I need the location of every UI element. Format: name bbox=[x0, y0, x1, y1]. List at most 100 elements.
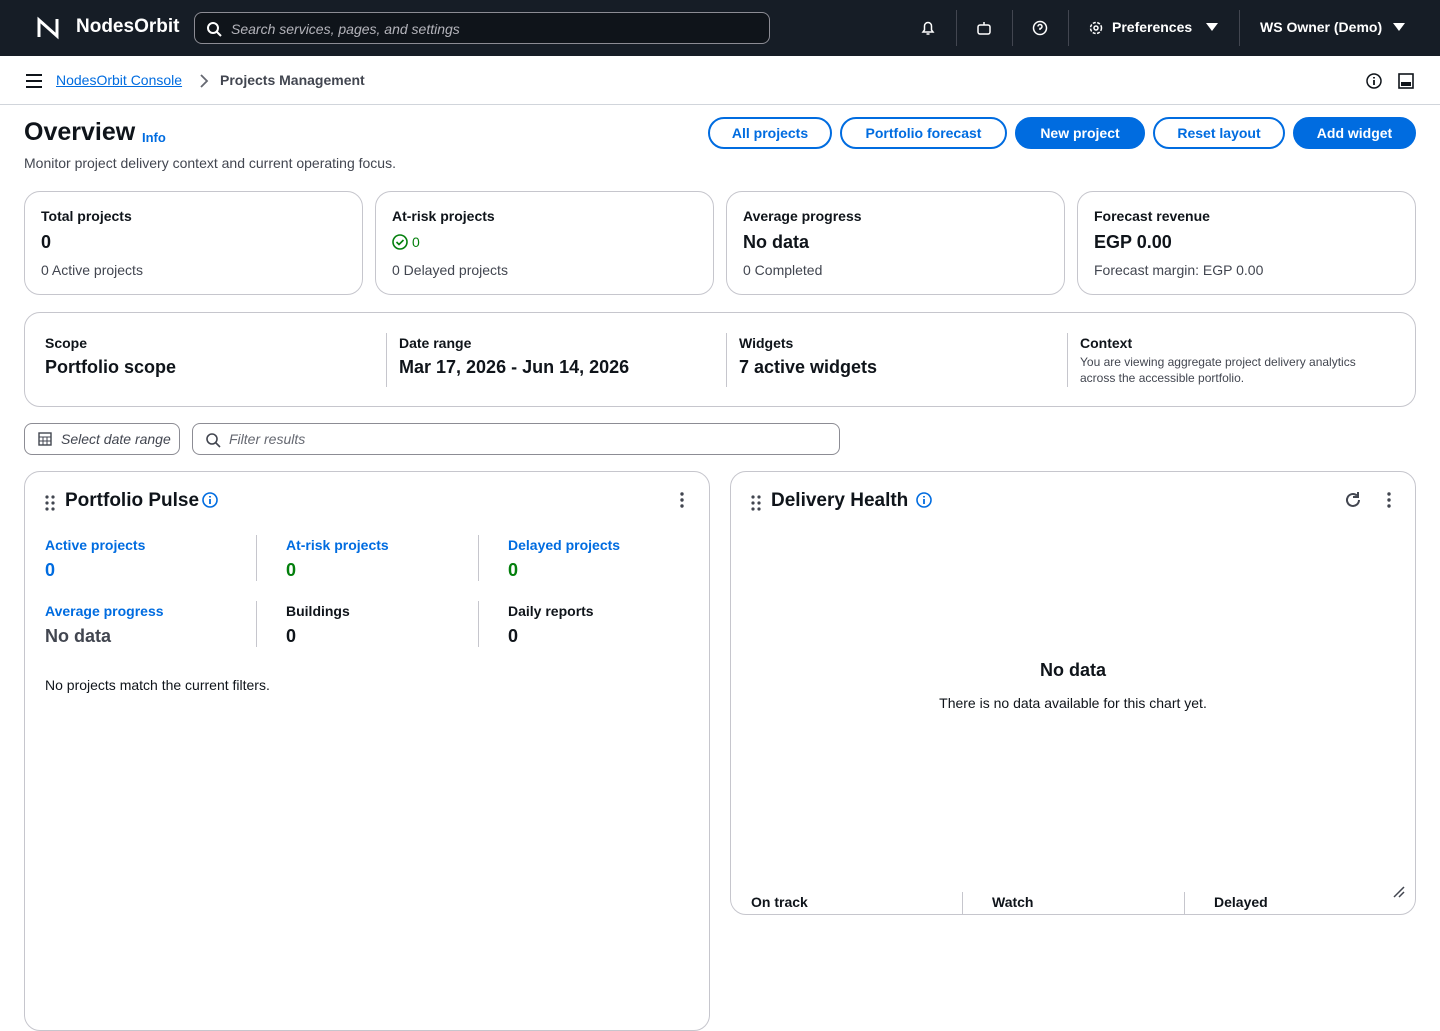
metric-label[interactable]: Average progress bbox=[45, 603, 164, 619]
info-link[interactable]: Info bbox=[142, 130, 166, 145]
widget-title: Delivery Health bbox=[771, 490, 909, 511]
empty-text: There is no data available for this char… bbox=[939, 695, 1207, 711]
more-actions[interactable] bbox=[679, 492, 685, 508]
search-placeholder: Search services, pages, and settings bbox=[231, 21, 460, 37]
kpi-label: At-risk projects bbox=[392, 208, 495, 224]
metric-value: No data bbox=[45, 626, 112, 646]
button[interactable]: Reset layout bbox=[1153, 117, 1285, 149]
separator bbox=[1012, 10, 1013, 46]
metric-label: Daily reports bbox=[508, 603, 594, 619]
menu-icon[interactable] bbox=[26, 74, 42, 88]
context-value: Portfolio scope bbox=[45, 357, 177, 377]
breadcrumb-bar: NodesOrbit Console Projects Management bbox=[0, 56, 1440, 105]
context-label: Widgets bbox=[739, 335, 794, 351]
metric-label[interactable]: Delayed projects bbox=[508, 537, 621, 553]
kpi-note: 0 Completed bbox=[743, 262, 823, 278]
search-icon bbox=[207, 22, 222, 37]
metric-label: Buildings bbox=[286, 603, 350, 619]
date-range-placeholder: Select date range bbox=[61, 431, 171, 447]
notifications-icon[interactable] bbox=[920, 20, 936, 36]
metric-label[interactable]: At-risk projects bbox=[286, 537, 389, 553]
primary-button[interactable]: New project bbox=[1015, 117, 1145, 149]
info-icon[interactable] bbox=[1366, 73, 1382, 89]
separator bbox=[478, 535, 479, 581]
kpi-card: Forecast revenue EGP 0.00 Forecast margi… bbox=[1077, 191, 1416, 295]
kpi-value: 0 bbox=[41, 232, 52, 252]
context-text: You are viewing aggregate project delive… bbox=[1080, 355, 1356, 385]
kpi-note: 0 Delayed projects bbox=[392, 262, 508, 278]
legend-label: Delayed bbox=[1214, 894, 1268, 910]
kpi-card: Total projects 0 0 Active projects bbox=[24, 191, 363, 295]
preferences-menu[interactable]: Preferences bbox=[1112, 19, 1193, 35]
separator bbox=[1184, 892, 1185, 914]
kpi-value: 0 bbox=[412, 234, 420, 250]
button[interactable]: Portfolio forecast bbox=[840, 117, 1007, 149]
button[interactable]: All projects bbox=[708, 117, 832, 149]
context-label: Context bbox=[1080, 335, 1133, 351]
kpi-value: No data bbox=[743, 232, 810, 252]
date-range-picker[interactable]: Select date range bbox=[24, 423, 180, 455]
kpi-card: At-risk projects 0 0 Delayed projects bbox=[375, 191, 714, 295]
breadcrumb-current: Projects Management bbox=[220, 72, 365, 88]
primary-button[interactable]: Add widget bbox=[1293, 117, 1416, 149]
drag-handle[interactable] bbox=[45, 495, 55, 511]
calendar-icon bbox=[38, 432, 52, 446]
logo bbox=[37, 16, 59, 40]
user-menu[interactable]: WS Owner (Demo) bbox=[1260, 19, 1383, 35]
legend-label: Watch bbox=[992, 894, 1034, 910]
drag-handle[interactable] bbox=[751, 495, 761, 511]
settings-icon bbox=[1089, 21, 1103, 35]
caret bbox=[1206, 23, 1218, 31]
legend-label: On track bbox=[751, 894, 808, 910]
top-navigation: NodesOrbit Search services, pages, and s… bbox=[0, 0, 1440, 56]
separator bbox=[386, 333, 387, 387]
widget-portfolio-pulse: Portfolio Pulse Active projects 0 At-ris… bbox=[24, 471, 710, 1031]
context-value: 7 active widgets bbox=[739, 357, 878, 377]
search-box[interactable]: Search services, pages, and settings bbox=[194, 12, 770, 44]
more-actions[interactable] bbox=[1386, 492, 1392, 508]
chevron bbox=[200, 74, 209, 88]
success-icon bbox=[392, 234, 408, 250]
metric-label[interactable]: Active projects bbox=[45, 537, 146, 553]
kpi-label: Forecast revenue bbox=[1094, 208, 1210, 224]
separator bbox=[962, 892, 963, 914]
metric-value: 0 bbox=[286, 626, 297, 646]
kpi-value: EGP 0.00 bbox=[1094, 232, 1172, 252]
metric-value: 0 bbox=[508, 626, 519, 646]
context-panel: Scope Portfolio scope Date range Mar 17,… bbox=[24, 312, 1416, 407]
widget-delivery-health: Delivery Health No data There is no data… bbox=[730, 471, 1416, 915]
page-title: Overview bbox=[24, 118, 136, 146]
filter-placeholder: Filter results bbox=[229, 431, 306, 447]
metric-value: 0 bbox=[286, 560, 297, 580]
info-icon[interactable] bbox=[202, 492, 218, 508]
context-label: Scope bbox=[45, 335, 88, 351]
separator bbox=[726, 333, 727, 387]
context-value: Mar 17, 2026 - Jun 14, 2026 bbox=[399, 357, 630, 377]
kpi-note: Forecast margin: EGP 0.00 bbox=[1094, 262, 1264, 278]
filter-input[interactable]: Filter results bbox=[192, 423, 840, 455]
metric-value: 0 bbox=[508, 560, 519, 580]
separator bbox=[478, 601, 479, 647]
kpi-label: Total projects bbox=[41, 208, 132, 224]
panel-icon[interactable] bbox=[1398, 73, 1414, 89]
empty-title: No data bbox=[1039, 660, 1106, 680]
assistant-icon[interactable] bbox=[976, 20, 992, 36]
separator bbox=[1068, 10, 1069, 46]
page-description: Monitor project delivery context and cur… bbox=[24, 155, 396, 171]
separator bbox=[256, 601, 257, 647]
breadcrumb-link[interactable]: NodesOrbit Console bbox=[56, 72, 183, 88]
refresh-button[interactable] bbox=[1344, 491, 1362, 509]
kpi-label: Average progress bbox=[743, 208, 862, 224]
separator bbox=[956, 10, 957, 46]
help-icon[interactable] bbox=[1032, 20, 1048, 36]
brand[interactable]: NodesOrbit bbox=[76, 16, 180, 37]
context-label: Date range bbox=[399, 335, 472, 351]
empty-message: No projects match the current filters. bbox=[45, 677, 270, 693]
resize-handle[interactable] bbox=[1393, 886, 1405, 898]
info-icon[interactable] bbox=[916, 492, 932, 508]
separator bbox=[1067, 333, 1068, 387]
caret bbox=[1393, 23, 1405, 31]
widget-title: Portfolio Pulse bbox=[65, 490, 200, 511]
